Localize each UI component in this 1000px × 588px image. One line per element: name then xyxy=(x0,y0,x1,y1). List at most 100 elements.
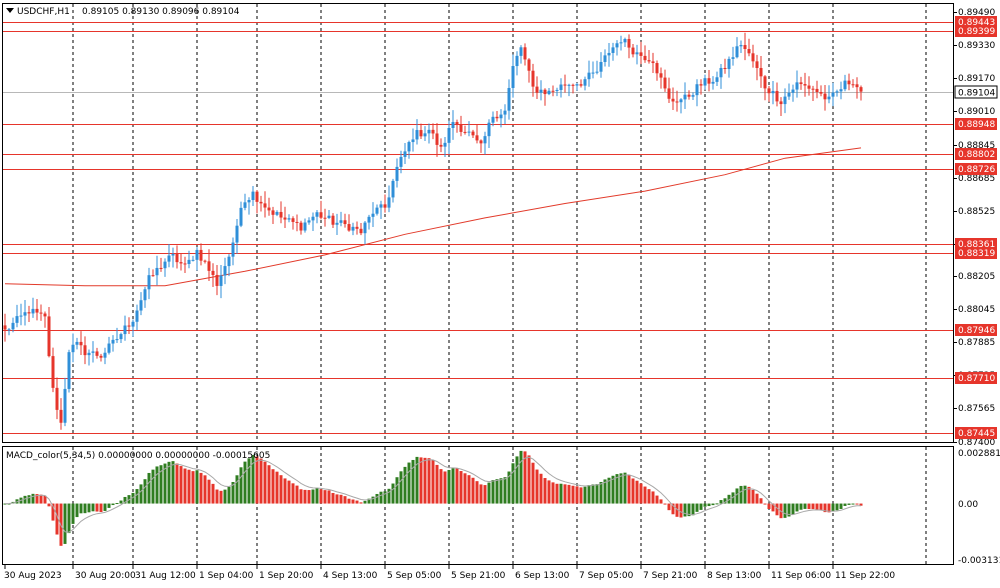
price-tick-label: 0.88045 xyxy=(958,305,995,315)
candle-body xyxy=(699,84,703,86)
macd-bar xyxy=(119,500,123,504)
macd-tick-label: 0.00 xyxy=(958,500,978,510)
candle-body xyxy=(155,267,159,276)
macd-bar xyxy=(63,503,67,544)
macd-bar xyxy=(259,458,263,504)
macd-bar xyxy=(719,500,723,504)
macd-bar xyxy=(639,483,643,504)
candle-body xyxy=(307,220,311,223)
candle-body xyxy=(243,202,247,208)
candle-body xyxy=(127,325,131,327)
candle-body xyxy=(499,114,503,119)
candle-body xyxy=(807,85,811,89)
price-panel-frame xyxy=(2,3,954,443)
macd-bar xyxy=(107,503,111,508)
collapse-triangle-icon[interactable] xyxy=(6,8,14,13)
level-price-label: 0.87445 xyxy=(958,429,995,439)
macd-bar xyxy=(543,478,547,504)
macd-bar xyxy=(731,492,735,504)
macd-bar xyxy=(595,484,599,504)
macd-bar xyxy=(223,489,227,504)
macd-bar xyxy=(99,503,103,513)
macd-bar xyxy=(551,482,555,504)
price-tick-label: 0.89010 xyxy=(958,107,995,117)
candle-body xyxy=(459,124,463,132)
macd-bar xyxy=(515,456,519,504)
candle-body xyxy=(563,84,567,86)
candle-body xyxy=(491,116,495,123)
symbol-label: USDCHF,H1 xyxy=(17,7,70,17)
candle-body xyxy=(859,87,863,92)
candle-body xyxy=(483,136,487,144)
candle-body xyxy=(123,325,127,335)
candle-body xyxy=(279,211,283,218)
macd-bar xyxy=(799,503,803,510)
candle-body xyxy=(663,77,667,89)
level-price-tag xyxy=(955,25,997,37)
macd-bar xyxy=(827,503,831,513)
candle-body xyxy=(371,213,375,217)
macd-bar xyxy=(263,461,267,504)
macd-bar xyxy=(51,503,55,521)
candle-body xyxy=(615,43,619,48)
candle-body xyxy=(427,129,431,134)
level-price-label: 0.87946 xyxy=(958,326,995,336)
candle-body xyxy=(719,67,723,78)
macd-bar xyxy=(187,469,191,504)
macd-bar xyxy=(47,503,51,507)
candle-body xyxy=(271,210,275,215)
macd-bar xyxy=(607,477,611,504)
candle-body xyxy=(415,130,419,140)
macd-bar xyxy=(807,503,811,510)
candle-body xyxy=(51,356,55,388)
macd-bar xyxy=(115,503,119,505)
candle-body xyxy=(27,312,31,314)
macd-bar xyxy=(331,493,335,504)
candle-body xyxy=(487,122,491,137)
candle-body xyxy=(107,343,111,353)
macd-bar xyxy=(43,495,47,504)
candles xyxy=(3,32,863,430)
current-price-tag xyxy=(954,85,998,99)
candle-body xyxy=(343,220,347,225)
time-tick-label: 5 Sep 05:00 xyxy=(387,571,442,581)
price-tick-label: 0.89490 xyxy=(958,8,995,18)
candle-body xyxy=(787,92,791,97)
candle-body xyxy=(115,339,119,341)
moving-average xyxy=(4,147,862,287)
candle-body xyxy=(463,131,467,133)
macd-bar xyxy=(291,483,295,504)
macd-bar xyxy=(411,459,415,504)
candle-body xyxy=(591,72,595,74)
candle-body xyxy=(183,263,187,265)
macd-bar xyxy=(559,483,563,504)
candle-body xyxy=(495,116,499,119)
candle-body xyxy=(627,38,631,48)
macd-bar xyxy=(839,503,843,509)
candle-body xyxy=(231,242,235,257)
candle-body xyxy=(467,131,471,133)
macd-histogram xyxy=(3,450,863,546)
time-tick-label: 4 Sep 13:00 xyxy=(323,571,378,581)
candle-body xyxy=(135,310,139,322)
candle-body xyxy=(855,84,859,88)
macd-bar xyxy=(471,477,475,504)
candle-body xyxy=(263,203,267,208)
level-price-label: 0.88319 xyxy=(958,249,995,259)
candle-body xyxy=(619,42,623,44)
candle-body xyxy=(75,341,79,345)
moving-average-line xyxy=(4,147,862,287)
macd-bar xyxy=(343,496,347,504)
macd-bar xyxy=(747,486,751,504)
level-price-tag xyxy=(955,372,997,384)
macd-bar xyxy=(503,477,507,504)
macd-bar xyxy=(819,503,823,511)
macd-bar xyxy=(699,503,703,510)
macd-bar xyxy=(687,503,691,517)
price-tick-label: 0.88845 xyxy=(958,141,995,151)
candle-body xyxy=(767,88,771,94)
candle-body xyxy=(811,88,815,90)
macd-bar xyxy=(783,503,787,518)
